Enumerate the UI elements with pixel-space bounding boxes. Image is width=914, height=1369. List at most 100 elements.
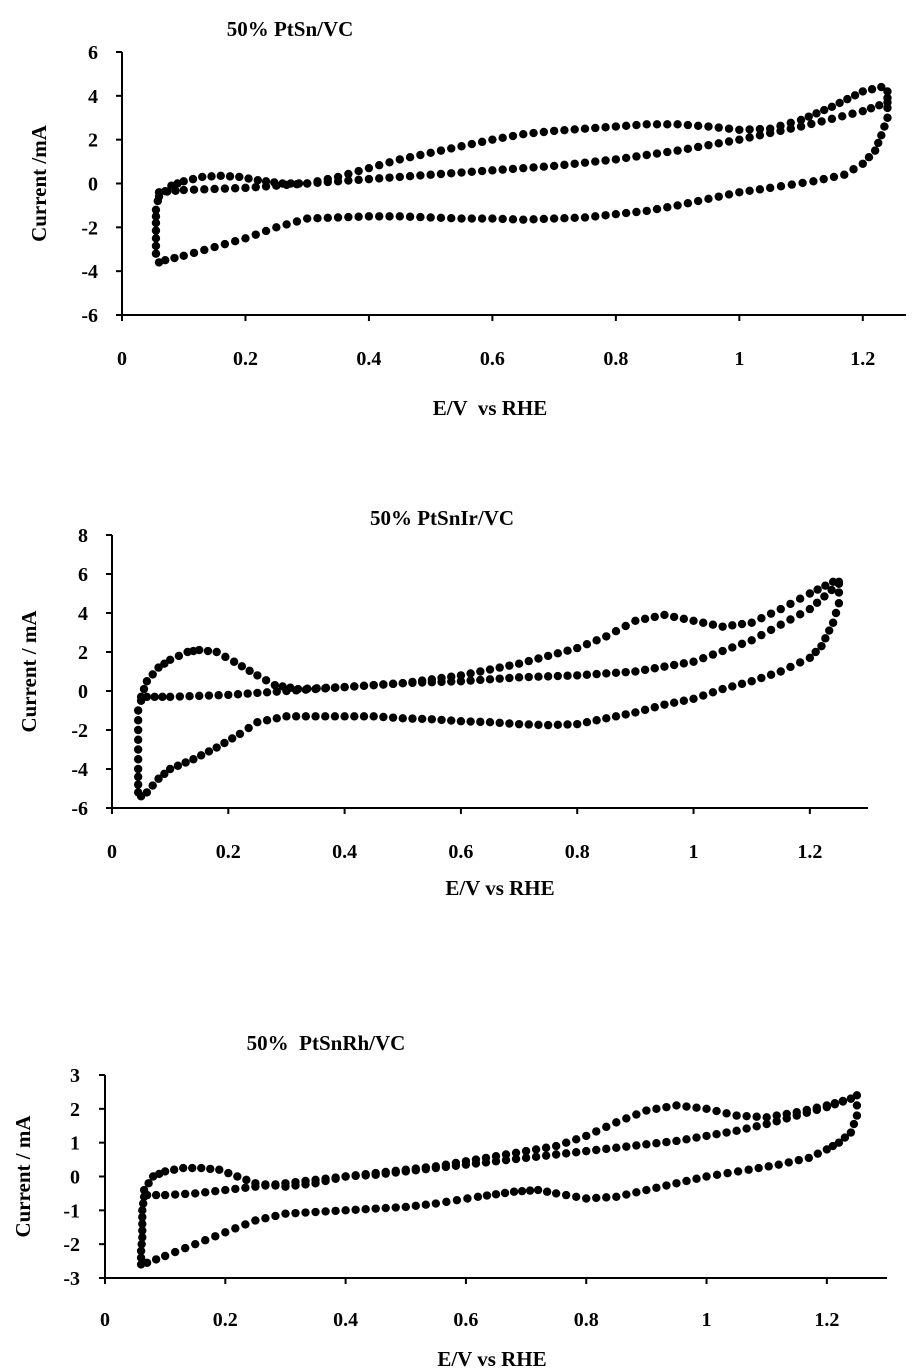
data-point [673,146,682,155]
y-tick-label: 0 [88,174,98,196]
data-point [652,1104,661,1114]
data-point [175,692,185,701]
data-point [663,203,672,212]
data-point [466,676,475,685]
data-point [467,214,477,223]
data-point [188,1163,197,1173]
data-point [811,647,820,657]
data-point [148,670,157,679]
data-point [774,1160,783,1169]
data-point [158,692,167,702]
data-point [529,215,538,224]
data-point [200,245,209,255]
data-point [498,214,507,224]
data-point [331,1173,340,1182]
data-point [198,172,207,182]
data-point [251,1216,260,1225]
y-tick-label: 2 [70,1099,80,1121]
y-axis-label: Current / mA [11,1115,35,1238]
data-point [866,104,876,113]
data-point [151,226,161,235]
data-point [838,112,847,121]
y-tick-label: 2 [88,130,98,152]
series-2 [133,577,844,801]
data-point [388,713,398,722]
data-point [673,201,682,210]
data-point [592,716,601,725]
data-point [231,1184,240,1194]
data-point [652,1183,661,1192]
data-point [210,242,219,252]
data-point [582,718,592,727]
data-point [509,1187,519,1196]
data-point [321,684,330,693]
data-point [340,682,349,692]
data-point [331,1206,340,1216]
data-point [495,674,504,683]
data-point [692,1103,701,1112]
data-point [652,120,662,129]
data-point [281,1179,290,1188]
y-tick-label: 1 [70,1133,80,1155]
data-point [807,119,816,129]
data-point [451,1161,461,1170]
data-point [154,258,164,267]
data-point [262,688,272,697]
data-point [582,1194,591,1203]
x-axis-label: E/V vs RHE [433,396,548,420]
data-point [416,171,425,180]
data-point [642,206,651,216]
data-point [476,667,485,676]
data-point [541,1143,551,1152]
data-point [553,671,563,681]
data-point [481,1158,491,1167]
data-point [261,1181,270,1190]
data-point [301,1176,310,1186]
data-point [251,182,260,192]
y-tick-label: 0 [78,681,88,703]
data-point [776,126,785,136]
data-point [669,698,679,707]
data-point [880,122,889,131]
data-point [344,169,353,179]
data-point [230,237,240,246]
y-tick-label: 4 [78,603,88,625]
data-point [591,157,600,166]
data-point [313,214,322,223]
data-point [572,1192,581,1202]
data-point [631,708,640,717]
x-tick-label: 1 [689,841,699,863]
data-point [642,120,651,129]
data-point [241,1220,250,1229]
data-point [742,1111,751,1121]
data-point [271,1211,280,1221]
series-1 [154,98,892,197]
data-point [662,1181,671,1190]
chart-ptsnrh-vc: -3 -2 -1 0 1 2 3 0 0.2 0.4 0.6 0.8 1 1.2 50% PtSnRh/VC… [11,1031,887,1369]
data-point [820,592,829,601]
data-point [877,82,886,92]
data-point [282,712,291,721]
x-tick-label: 0.2 [216,841,241,863]
data-point [401,1167,410,1176]
data-point [784,1158,793,1167]
data-point [142,677,152,686]
data-point [870,146,880,155]
data-point [169,1165,179,1174]
data-point [692,1174,701,1183]
y-tick-label: -4 [81,261,98,283]
x-tick-label: 0.8 [603,348,628,370]
data-point [549,214,559,223]
data-point [827,102,837,111]
data-point [560,214,569,223]
data-point [514,673,524,682]
data-point [782,1114,791,1123]
data-point [632,1110,641,1119]
data-point [485,718,495,727]
data-point [682,1102,691,1111]
data-point [543,720,553,730]
data-point [491,1157,501,1166]
data-point [230,184,240,193]
data-point [133,764,143,774]
data-point [371,1170,380,1180]
